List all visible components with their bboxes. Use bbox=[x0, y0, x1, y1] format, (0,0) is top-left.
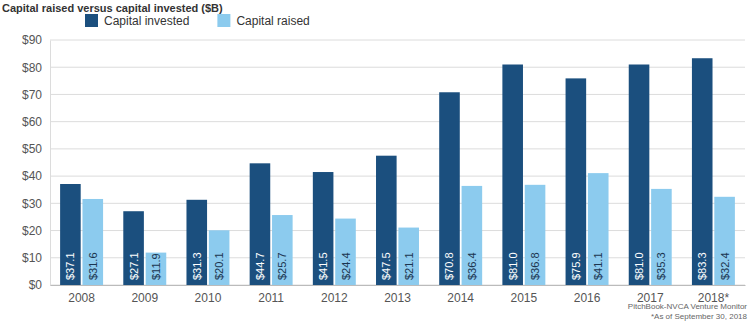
x-tick-label: 2010 bbox=[195, 291, 222, 305]
x-tick: 2015 bbox=[511, 285, 538, 305]
bar bbox=[692, 58, 713, 285]
bar bbox=[651, 189, 672, 285]
y-tick: $70 bbox=[22, 88, 50, 102]
bar bbox=[502, 65, 523, 286]
bar bbox=[629, 65, 650, 286]
x-tick-label: 2015 bbox=[511, 291, 538, 305]
title: Capital raised versus capital invested (… bbox=[2, 2, 223, 14]
x-tick-label: 2008 bbox=[68, 291, 95, 305]
x-tick: 2012 bbox=[321, 285, 348, 305]
y-tick-label: $90 bbox=[22, 33, 42, 47]
annotation: PitchBook-NVCA Venture Monitor bbox=[628, 302, 748, 311]
data-label: $81.0 bbox=[633, 252, 645, 280]
y-tick: $60 bbox=[22, 115, 50, 129]
x-tick-label: 2009 bbox=[131, 291, 158, 305]
y-tick: $0 bbox=[29, 278, 50, 292]
bar bbox=[566, 78, 587, 285]
x-tick: 2009 bbox=[131, 285, 158, 305]
data-label: $31.6 bbox=[87, 252, 99, 280]
y-tick-label: $50 bbox=[22, 142, 42, 156]
bar bbox=[313, 172, 334, 285]
bar bbox=[123, 211, 144, 285]
grid bbox=[50, 40, 745, 285]
x-tick: 2011 bbox=[258, 285, 284, 305]
y-tick-label: $0 bbox=[29, 278, 43, 292]
data-label: $36.4 bbox=[466, 252, 478, 280]
bar bbox=[525, 185, 546, 285]
y-tick-label: $60 bbox=[22, 115, 42, 129]
data-label: $20.1 bbox=[213, 252, 225, 280]
x-tick: 2013 bbox=[384, 285, 411, 305]
y-tick: $50 bbox=[22, 142, 50, 156]
data-label: $44.7 bbox=[254, 252, 266, 280]
legend-swatch bbox=[85, 14, 98, 27]
x-tick-label: 2016 bbox=[574, 291, 601, 305]
bar bbox=[376, 156, 397, 285]
x-axis-line bbox=[51, 285, 746, 286]
bar bbox=[462, 186, 483, 285]
plot: $0 $10 $20 $30 $40 $50 $60 $70 $80 $90 2008 2009 201… bbox=[22, 14, 746, 305]
bar bbox=[335, 219, 356, 285]
x-tick-label: 2012 bbox=[321, 291, 348, 305]
x-tick: 2010 bbox=[195, 285, 222, 305]
bar bbox=[439, 92, 460, 285]
y-tick-label: $30 bbox=[22, 197, 42, 211]
bar bbox=[714, 197, 735, 285]
y-tick: $10 bbox=[22, 251, 50, 265]
bar bbox=[272, 215, 293, 285]
data-label: $21.1 bbox=[403, 252, 415, 280]
y-tick-label: $10 bbox=[22, 251, 42, 265]
y-tick: $90 bbox=[22, 33, 50, 47]
y-tick: $80 bbox=[22, 61, 50, 75]
bar bbox=[209, 230, 230, 285]
x-tick-label: 2013 bbox=[384, 291, 411, 305]
data-label: $41.1 bbox=[592, 252, 604, 280]
data-label: $47.5 bbox=[380, 252, 392, 280]
y-tick-label: $80 bbox=[22, 61, 42, 75]
data-label: $41.5 bbox=[317, 252, 329, 280]
y-tick: $20 bbox=[22, 224, 50, 238]
bar bbox=[82, 199, 103, 285]
x-tick-label: 2011 bbox=[258, 291, 284, 305]
bar bbox=[250, 163, 271, 285]
chart: Capital raised versus capital invested (… bbox=[0, 0, 751, 322]
data-label: $83.3 bbox=[696, 252, 708, 280]
y-axis: $0 $10 $20 $30 $40 $50 $60 $70 $80 $90 bbox=[22, 33, 51, 292]
data-label: $70.8 bbox=[443, 252, 455, 280]
x-tick: 2014 bbox=[447, 285, 474, 305]
data-label: $11.9 bbox=[150, 253, 162, 280]
grid-line bbox=[50, 40, 745, 41]
data-label: $81.0 bbox=[507, 252, 519, 280]
y-tick-label: $40 bbox=[22, 169, 42, 183]
data-label: $25.7 bbox=[276, 252, 288, 280]
bar bbox=[398, 228, 419, 285]
y-tick-label: $20 bbox=[22, 224, 42, 238]
data-label: $36.8 bbox=[529, 252, 541, 280]
y-tick-label: $70 bbox=[22, 88, 42, 102]
data-label: $37.1 bbox=[64, 252, 76, 280]
data-label: $32.4 bbox=[719, 252, 731, 280]
y-tick: $30 bbox=[22, 197, 50, 211]
bar bbox=[60, 184, 81, 285]
legend-swatch bbox=[217, 14, 230, 27]
y-axis-line bbox=[50, 41, 51, 286]
data-label: $75.9 bbox=[570, 252, 582, 280]
data-label: $35.3 bbox=[655, 252, 667, 280]
bar bbox=[588, 173, 609, 285]
data-labels: $37.1 $27.1 $31.3 $44.7 $41.5 $47.5 $70.8 $81.0… bbox=[64, 252, 730, 280]
bar bbox=[146, 253, 167, 285]
y-tick: $40 bbox=[22, 169, 50, 183]
x-tick-label: 2014 bbox=[447, 291, 474, 305]
x-tick: 2008 bbox=[68, 285, 95, 305]
bar bbox=[186, 200, 207, 285]
annotation: *As of September 30, 2018 bbox=[651, 312, 748, 321]
data-label: $27.1 bbox=[128, 252, 140, 280]
legend: Capital invested Capital raised bbox=[85, 14, 310, 28]
data-label: $24.4 bbox=[340, 252, 352, 280]
legend-label: Capital invested bbox=[104, 14, 189, 28]
legend-label: Capital raised bbox=[236, 14, 309, 28]
x-tick: 2016 bbox=[574, 285, 601, 305]
data-label: $31.3 bbox=[191, 252, 203, 280]
bars bbox=[60, 58, 735, 285]
